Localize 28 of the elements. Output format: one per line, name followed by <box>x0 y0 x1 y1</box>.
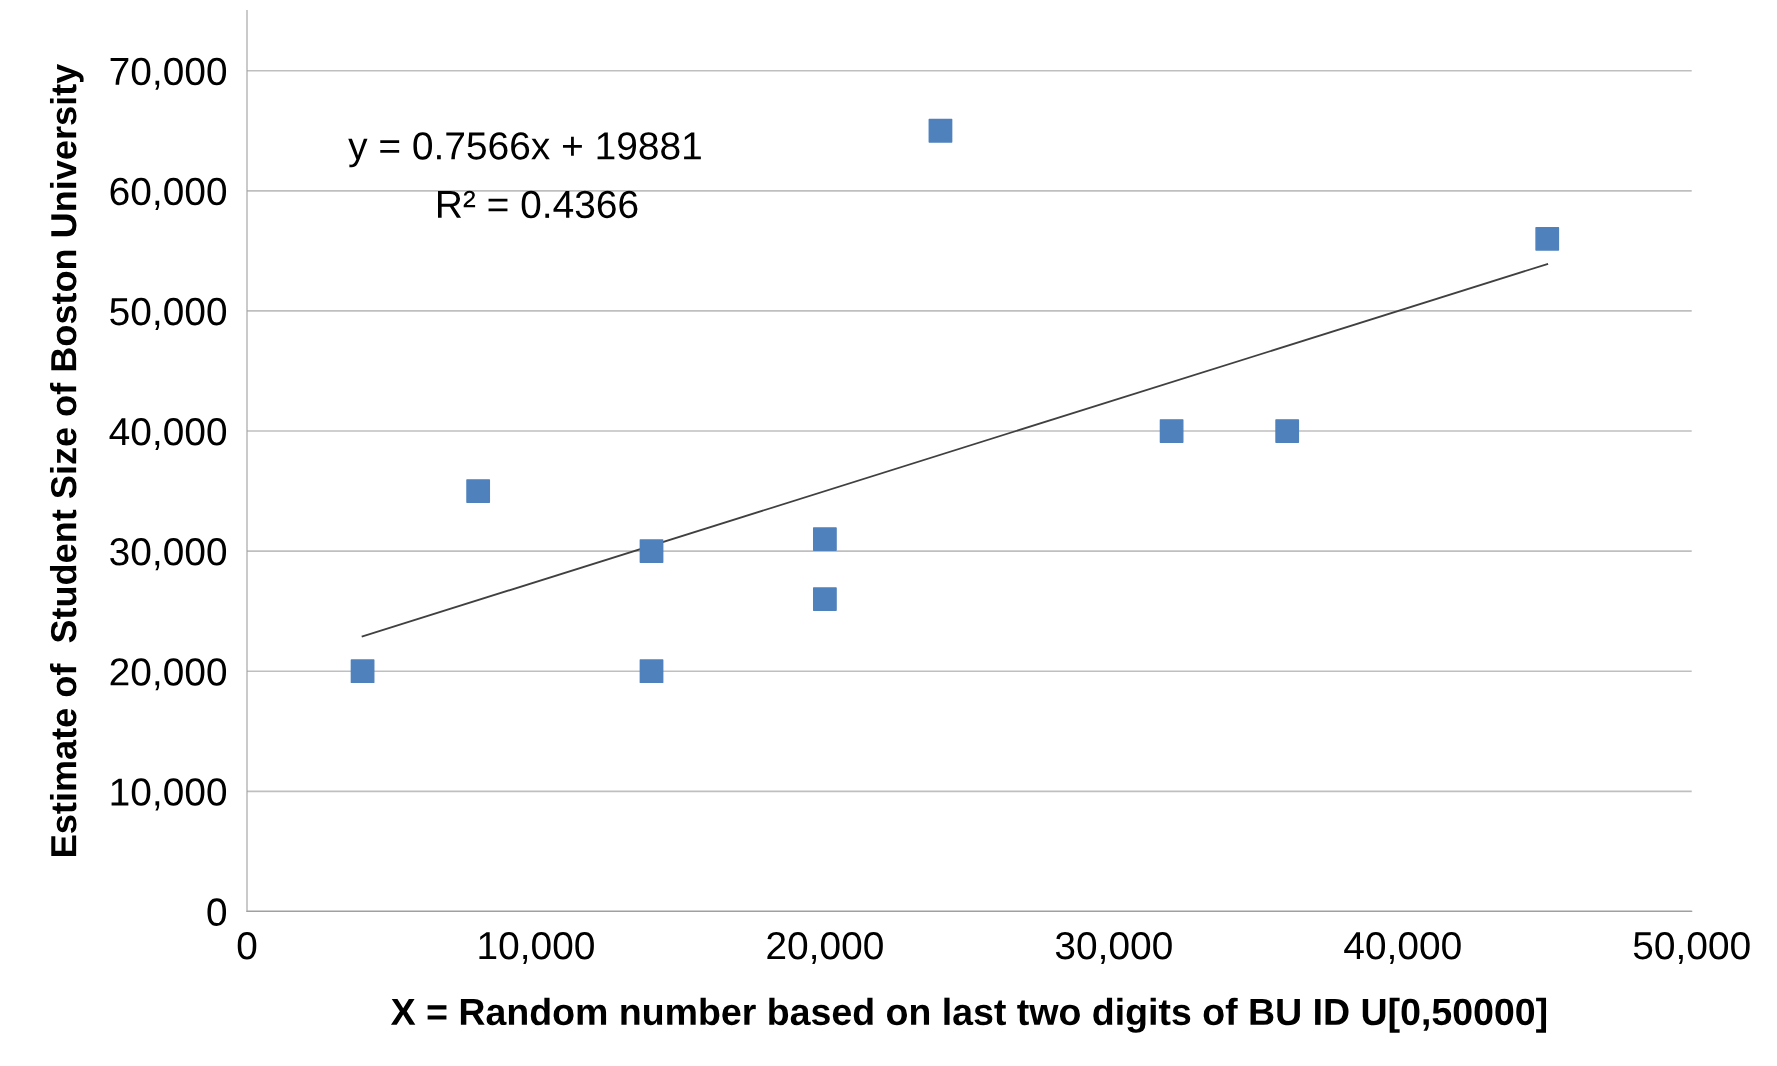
y-axis-title: Estimate of Student Size of Boston University <box>49 63 84 856</box>
annotation: R² = 0.4366 <box>438 190 638 219</box>
point <box>466 479 491 503</box>
y-tick-label: 0 <box>207 898 227 926</box>
y-tick-label: 40,000 <box>109 417 227 451</box>
point <box>1275 419 1300 443</box>
point <box>639 659 664 684</box>
x-tick-label: 40,000 <box>1344 931 1461 965</box>
y-tick-label: 60,000 <box>110 177 227 210</box>
point <box>350 659 375 684</box>
y-tick-label: 30,000 <box>110 538 227 571</box>
x-tick-label: 10,000 <box>479 931 594 965</box>
point <box>812 527 837 552</box>
point <box>812 587 837 612</box>
y-tick-label: 10,000 <box>111 778 227 811</box>
x-tick-label: 30,000 <box>1055 931 1172 965</box>
y-tick-label: 70,000 <box>110 57 227 90</box>
y-tick-label: 20,000 <box>110 658 227 691</box>
x-tick-label: 50,000 <box>1633 931 1750 965</box>
x-axis-title: X = Random number based on last two digits of BU ID U[0,50000] <box>390 997 1547 1033</box>
point <box>639 539 664 564</box>
y-tick-label: 50,000 <box>110 297 227 330</box>
point <box>928 118 953 143</box>
point <box>1159 419 1184 443</box>
x-tick-label: 20,000 <box>767 931 883 965</box>
point <box>1535 226 1560 251</box>
annotation: y = 0.7566x + 19881 <box>348 132 701 168</box>
x-tick-label: 0 <box>237 931 257 960</box>
